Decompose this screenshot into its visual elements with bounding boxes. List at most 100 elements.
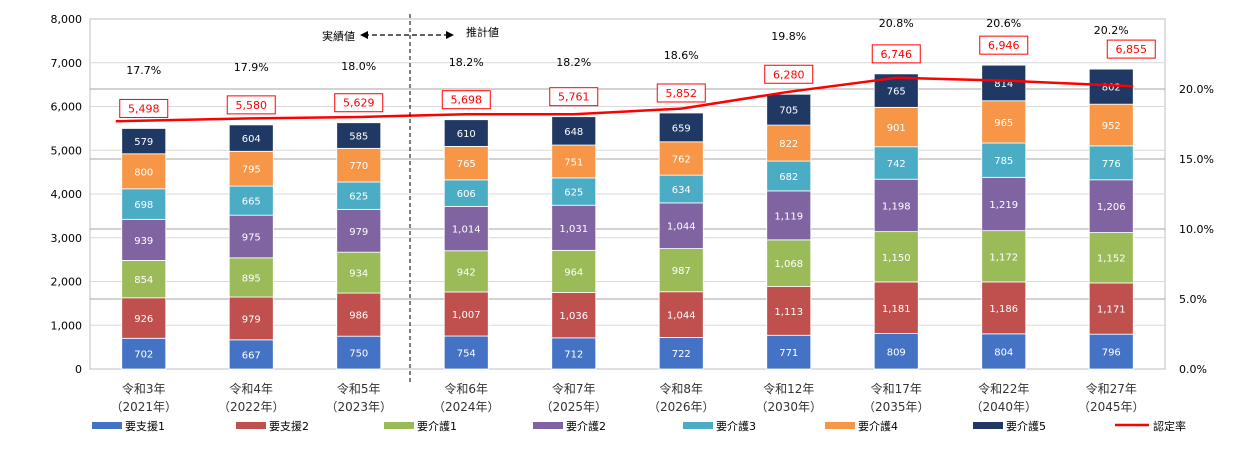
bar-segment <box>336 251 382 294</box>
x-axis-labels: 令和3年 （2021年） 令和4年 （2022年） 令和5年 （2023年） 令和6年 （20… <box>110 381 1144 414</box>
y-left-tick-label: 0 <box>75 363 82 376</box>
bar-value-label: 822 <box>779 139 798 150</box>
bar-value-label: 1,172 <box>989 252 1018 263</box>
bar-value-label: 1,007 <box>452 310 481 321</box>
bar-value-label: 1,219 <box>989 200 1018 211</box>
actual-label: 実績値 <box>322 29 355 43</box>
legend-swatch <box>533 422 563 429</box>
bar-segment <box>981 176 1027 232</box>
bar-segment <box>1088 145 1134 181</box>
bar-value-label: 1,206 <box>1097 202 1126 213</box>
bar-segment <box>981 281 1027 335</box>
bar-value-label: 795 <box>242 165 261 176</box>
bar-segment <box>228 339 274 370</box>
x-tick-label: 令和7年 <box>552 381 596 396</box>
rate-label: 17.9% <box>234 61 269 74</box>
bar-segment <box>873 146 919 180</box>
legend-item: 要介護5 <box>973 419 1046 433</box>
bar-value-label: 800 <box>134 167 153 178</box>
bar-value-label: 667 <box>242 350 261 361</box>
bar-value-label: 682 <box>779 172 798 183</box>
y-left-tick-label: 5,000 <box>51 144 83 157</box>
bar-segment <box>336 292 382 337</box>
bar-value-label: 934 <box>349 269 368 280</box>
legend-item: 要介護2 <box>533 419 606 433</box>
x-tick-label: 令和22年 <box>978 381 1029 396</box>
y-right-tick-label: 20.0% <box>1179 83 1214 96</box>
total-label: 6,855 <box>1106 39 1156 59</box>
total-label: 6,946 <box>979 35 1029 55</box>
total-label-text: 6,746 <box>881 48 913 61</box>
total-label-text: 5,852 <box>666 87 698 100</box>
legend: 要支援1 要支援2 要介護1 要介護2 要介護3 要介護4 要介護5 認定率 <box>92 419 1186 433</box>
bar-value-label: 1,068 <box>774 259 803 270</box>
bar-value-label: 765 <box>887 87 906 98</box>
total-label-box <box>871 44 921 64</box>
bar-segment <box>1088 282 1134 335</box>
legend-item-rate: 認定率 <box>1115 419 1186 433</box>
total-label: 5,580 <box>226 95 276 115</box>
y-right-tick-label: 10.0% <box>1179 223 1214 236</box>
legend-swatch <box>825 422 855 429</box>
bar-segment <box>121 260 167 299</box>
bar-value-label: 585 <box>349 132 368 143</box>
bar-value-label: 854 <box>134 275 153 286</box>
bar-segment <box>658 174 704 204</box>
x-tick-label: 令和17年 <box>871 381 922 396</box>
bar-segment <box>766 286 812 336</box>
bar-segment <box>981 230 1027 283</box>
legend-label: 要支援1 <box>125 419 165 433</box>
total-label-text: 6,855 <box>1116 43 1148 56</box>
bar-segment <box>766 124 812 162</box>
total-label-box <box>549 87 599 107</box>
bar-value-label: 895 <box>242 273 261 284</box>
bar-value-label: 698 <box>134 200 153 211</box>
legend-label: 要介護4 <box>858 419 898 433</box>
bar-segment <box>766 93 812 126</box>
bar-value-label: 712 <box>564 349 583 360</box>
x-tick-label: 令和5年 <box>337 381 381 396</box>
bar-segment <box>766 160 812 192</box>
bars: 702 926 854 939 698 800 579 667 979 895 975 665 795 6… <box>121 64 1134 370</box>
legend-label: 要介護2 <box>566 419 606 433</box>
rate-label: 18.6% <box>664 49 699 62</box>
rate-label: 20.8% <box>879 17 914 30</box>
bar-segment <box>121 218 167 261</box>
bar-segment <box>658 291 704 338</box>
total-label-text: 5,580 <box>236 99 268 112</box>
total-label: 5,629 <box>334 93 384 113</box>
bar-value-label: 722 <box>672 349 691 360</box>
rate-label: 20.2% <box>1094 24 1129 37</box>
bar-value-label: 762 <box>672 154 691 165</box>
bar-segment <box>766 239 812 287</box>
bar-segment <box>658 141 704 176</box>
y-right-tick-label: 5.0% <box>1179 293 1207 306</box>
bar-segment <box>443 250 489 293</box>
x-tick-sublabel: （2040年） <box>970 400 1037 414</box>
bar-segment <box>443 145 489 181</box>
bar-segment <box>228 150 274 187</box>
bar-segment <box>228 124 274 152</box>
bar-value-label: 1,031 <box>559 224 588 235</box>
bar-value-label: 809 <box>887 347 906 358</box>
bar-segment <box>551 177 597 206</box>
rate-label: 18.0% <box>341 60 376 73</box>
bar-value-label: 648 <box>564 127 583 138</box>
x-tick-sublabel: （2024年） <box>433 400 500 414</box>
bar-value-label: 942 <box>457 267 476 278</box>
bar-segment <box>981 333 1027 370</box>
bar-segment <box>981 64 1027 102</box>
x-tick-sublabel: （2021年） <box>110 400 177 414</box>
bar-value-label: 659 <box>672 123 691 134</box>
bar-value-label: 987 <box>672 266 691 277</box>
total-label-box <box>656 83 706 103</box>
bar-value-label: 765 <box>457 159 476 170</box>
bar-value-label: 926 <box>134 314 153 325</box>
bar-value-label: 754 <box>457 349 476 360</box>
bar-segment <box>551 144 597 179</box>
bar-value-label: 1,171 <box>1097 305 1126 316</box>
rate-line <box>115 76 1134 123</box>
legend-item: 要支援2 <box>236 419 309 433</box>
